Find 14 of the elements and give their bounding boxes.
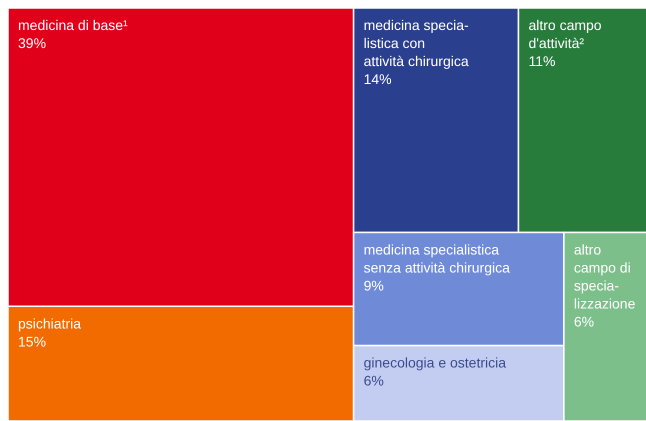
- category-label: ginecologia e ostetricia: [364, 354, 506, 371]
- data-label: 39%: [18, 35, 46, 51]
- data-label: 11%: [528, 53, 556, 69]
- category-label: medicina specialistica senza attività chirurgica: [364, 241, 510, 276]
- data-label: 9%: [364, 277, 384, 294]
- data-label: 6%: [364, 372, 384, 389]
- category-label: psichiatria: [18, 315, 82, 332]
- category-label: altro campo d'attività²: [528, 17, 602, 51]
- category-label: medicina specia- listica con attività chirurgica: [364, 17, 469, 69]
- category-label: altro campo di specia- lizzazione: [574, 241, 636, 312]
- data-label: 6%: [574, 313, 594, 330]
- data-label: 15%: [18, 333, 46, 350]
- category-label: medicina di base¹: [18, 17, 128, 33]
- data-label: 14%: [364, 71, 392, 87]
